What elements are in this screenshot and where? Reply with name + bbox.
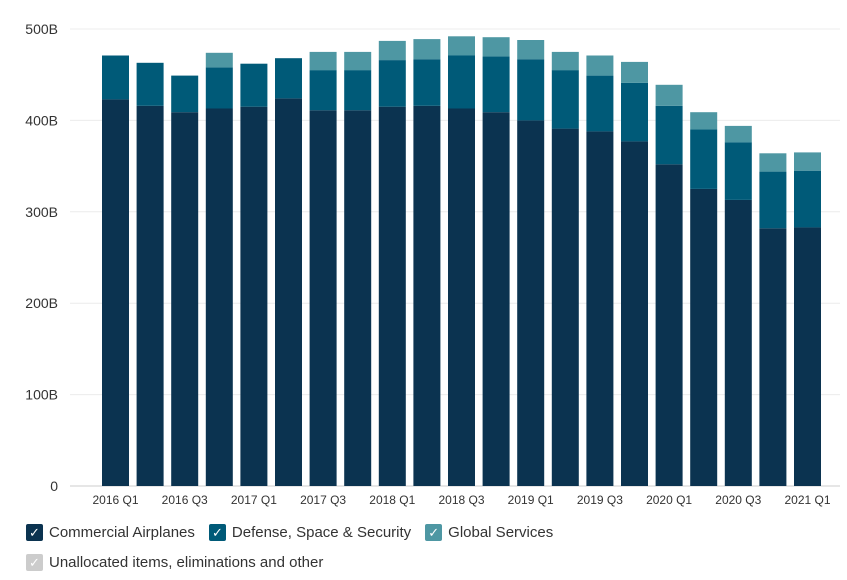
x-tick-label: 2019 Q3: [577, 493, 623, 507]
bar-segment-1-9[interactable]: [413, 59, 441, 106]
bar-segment-1-7[interactable]: [344, 70, 372, 111]
check-icon: ✓: [425, 523, 443, 541]
bar-segment-2-13[interactable]: [551, 51, 579, 71]
bar-segment-1-2[interactable]: [171, 75, 199, 113]
bar-segment-2-9[interactable]: [413, 39, 441, 60]
bar-segment-1-1[interactable]: [136, 62, 164, 106]
bar-segment-0-19[interactable]: [759, 228, 787, 487]
bar-segment-1-4[interactable]: [240, 63, 268, 107]
x-tick-label: 2017 Q3: [300, 493, 346, 507]
bar-segment-0-7[interactable]: [344, 110, 372, 487]
bar-segment-2-11[interactable]: [482, 37, 510, 57]
bars: [102, 36, 821, 487]
bar-segment-1-16[interactable]: [655, 105, 683, 165]
bar-segment-2-15[interactable]: [621, 61, 648, 83]
bar-segment-2-19[interactable]: [759, 153, 787, 172]
check-icon: ✓: [26, 553, 43, 571]
legend-item-unallocated[interactable]: ✓ Unallocated items, eliminations and ot…: [26, 553, 324, 571]
bar-segment-2-17[interactable]: [690, 112, 718, 130]
bar-segment-0-0[interactable]: [102, 99, 129, 487]
legend-item-commercial-airplanes[interactable]: ✓ Commercial Airplanes: [26, 523, 195, 541]
y-tick-label: 500B: [25, 21, 58, 37]
y-tick-label: 0: [50, 478, 58, 494]
bar-segment-0-14[interactable]: [586, 131, 614, 486]
x-tick-label: 2020 Q1: [646, 493, 692, 507]
bar-segment-0-3[interactable]: [205, 108, 233, 487]
bar-segment-1-5[interactable]: [275, 58, 302, 99]
bar-segment-1-17[interactable]: [690, 129, 718, 189]
legend: ✓ Commercial Airplanes ✓ Defense, Space …: [26, 520, 826, 580]
x-tick-label: 2017 Q1: [231, 493, 277, 507]
legend-label: Unallocated items, eliminations and othe…: [49, 553, 324, 571]
legend-label: Global Services: [448, 523, 554, 541]
bar-segment-1-8[interactable]: [378, 60, 406, 107]
bar-segment-1-19[interactable]: [759, 171, 787, 229]
y-tick-label: 400B: [25, 112, 58, 128]
bar-segment-1-14[interactable]: [586, 75, 614, 132]
bar-segment-0-9[interactable]: [413, 105, 441, 487]
bar-segment-0-5[interactable]: [275, 98, 302, 487]
bar-segment-1-6[interactable]: [309, 70, 337, 111]
bar-segment-1-0[interactable]: [102, 55, 129, 100]
bar-segment-2-7[interactable]: [344, 51, 372, 71]
x-axis: 2016 Q1 2016 Q3 2017 Q1 2017 Q3 2018 Q1 2018 …: [92, 493, 830, 507]
stacked-bar-chart: 0 100B 200B 300B 400B 500B 2016 Q1 2016 Q3 2017…: [25, 21, 840, 507]
bar-segment-1-11[interactable]: [482, 56, 510, 113]
y-tick-label: 300B: [25, 204, 58, 220]
bar-segment-0-20[interactable]: [794, 227, 821, 487]
bar-segment-0-17[interactable]: [690, 188, 718, 486]
bar-segment-0-11[interactable]: [482, 112, 510, 486]
bar-segment-0-1[interactable]: [136, 105, 164, 487]
bar-segment-1-13[interactable]: [551, 70, 579, 129]
check-icon: ✓: [208, 523, 226, 541]
y-tick-label: 100B: [25, 387, 58, 403]
x-tick-label: 2018 Q3: [438, 493, 484, 507]
bar-segment-2-14[interactable]: [586, 55, 614, 76]
bar-segment-2-20[interactable]: [794, 152, 821, 171]
bar-segment-0-16[interactable]: [655, 164, 683, 487]
legend-row-1: ✓ Commercial Airplanes ✓ Defense, Space …: [26, 520, 826, 544]
check-icon: ✓: [26, 523, 43, 541]
bar-segment-2-18[interactable]: [724, 125, 752, 143]
bar-segment-2-3[interactable]: [205, 52, 233, 68]
bar-segment-0-8[interactable]: [378, 106, 406, 486]
legend-label: Commercial Airplanes: [49, 523, 195, 541]
x-tick-label: 2016 Q3: [162, 493, 208, 507]
x-tick-label: 2020 Q3: [715, 493, 761, 507]
legend-item-global-services[interactable]: ✓ Global Services: [425, 523, 554, 541]
bar-segment-0-12[interactable]: [517, 120, 545, 487]
bar-segment-0-2[interactable]: [171, 112, 199, 486]
x-tick-label: 2021 Q1: [784, 493, 830, 507]
bar-segment-0-18[interactable]: [724, 199, 752, 486]
x-tick-label: 2019 Q1: [508, 493, 554, 507]
bar-segment-0-15[interactable]: [621, 141, 648, 486]
bar-segment-0-13[interactable]: [551, 128, 579, 486]
bar-segment-1-15[interactable]: [621, 82, 648, 142]
legend-label: Defense, Space & Security: [231, 523, 412, 541]
legend-item-defense-space-security[interactable]: ✓ Defense, Space & Security: [208, 523, 412, 541]
bar-segment-1-10[interactable]: [448, 55, 475, 109]
bar-segment-0-10[interactable]: [448, 108, 475, 487]
bar-segment-2-10[interactable]: [448, 36, 475, 56]
bar-segment-1-18[interactable]: [724, 142, 752, 200]
bar-segment-0-6[interactable]: [309, 110, 337, 487]
bar-segment-2-16[interactable]: [655, 84, 683, 106]
y-tick-label: 200B: [25, 295, 58, 311]
bar-segment-0-4[interactable]: [240, 106, 268, 486]
x-tick-label: 2016 Q1: [92, 493, 138, 507]
bar-segment-2-8[interactable]: [378, 40, 406, 61]
y-axis: 0 100B 200B 300B 400B 500B: [25, 21, 58, 494]
bar-segment-1-20[interactable]: [794, 170, 821, 228]
legend-row-2: ✓ Unallocated items, eliminations and ot…: [26, 550, 826, 574]
bar-segment-2-12[interactable]: [517, 40, 545, 60]
bar-segment-1-3[interactable]: [205, 67, 233, 109]
x-tick-label: 2018 Q1: [369, 493, 415, 507]
bar-segment-1-12[interactable]: [517, 59, 545, 121]
bar-segment-2-6[interactable]: [309, 51, 337, 71]
